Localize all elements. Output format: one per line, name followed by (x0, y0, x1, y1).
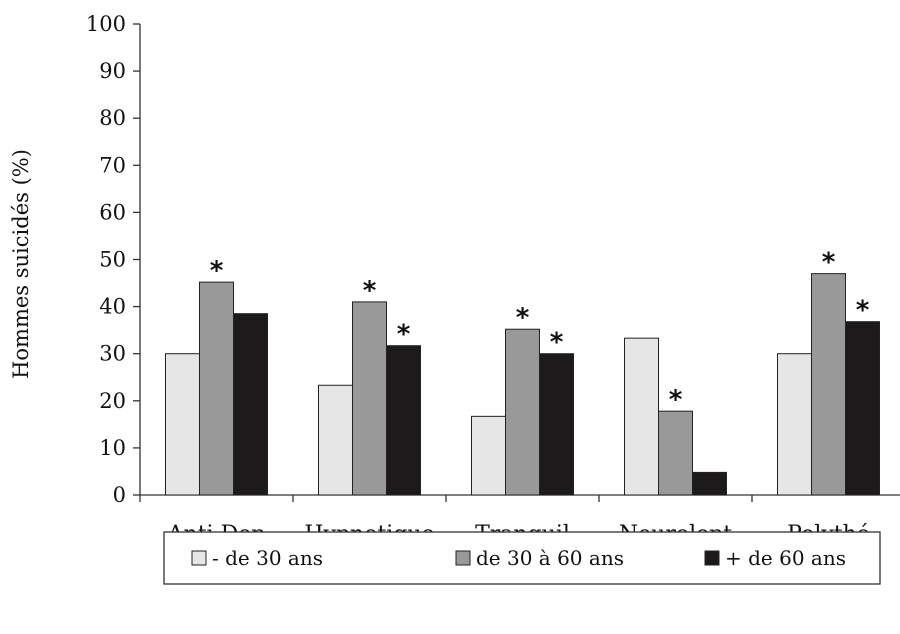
y-tick-label: 60 (99, 200, 126, 224)
significance-star: * (669, 385, 683, 415)
significance-star: * (822, 248, 836, 278)
bar (539, 353, 574, 496)
significance-star: * (856, 296, 870, 326)
significance-star: * (516, 303, 530, 333)
significance-star: * (397, 320, 411, 350)
legend-label: - de 30 ans (212, 546, 323, 570)
y-axis: 0 10 20 30 40 50 60 70 80 90 100 (86, 12, 141, 507)
bar (692, 471, 727, 496)
bars (165, 273, 880, 496)
legend-swatch (704, 550, 720, 566)
y-tick-label: 80 (99, 106, 126, 130)
y-tick-label: 90 (99, 59, 126, 83)
bar (845, 321, 880, 496)
x-axis (139, 494, 900, 502)
significance-star: * (550, 328, 564, 358)
y-axis-label: Hommes suicidés (%) (9, 149, 33, 379)
significance-star: * (210, 256, 224, 286)
legend-swatch (455, 550, 471, 566)
bar (199, 281, 234, 496)
bar (352, 301, 387, 496)
legend-swatch (191, 550, 207, 566)
bar (777, 353, 812, 496)
bar (471, 415, 506, 496)
bar (811, 273, 846, 496)
legend-label: + de 60 ans (725, 546, 846, 570)
bar (318, 384, 353, 496)
legend: - de 30 ans de 30 à 60 ans + de 60 ans (163, 531, 881, 585)
bar (386, 345, 421, 496)
significance-markers: * * * * * * * * (210, 248, 870, 416)
y-tick-label: 40 (99, 295, 126, 319)
bar (624, 337, 659, 496)
y-tick-label: 50 (99, 248, 126, 272)
bar (505, 328, 540, 496)
y-tick-label: 20 (99, 389, 126, 413)
y-tick-label: 100 (86, 12, 126, 36)
legend-label: de 30 à 60 ans (476, 546, 624, 570)
significance-star: * (363, 276, 377, 306)
bar (233, 313, 268, 496)
legend-box (163, 531, 881, 585)
y-tick-label: 30 (99, 342, 126, 366)
bar (658, 410, 693, 496)
bar (165, 353, 200, 496)
y-tick-label: 10 (99, 436, 126, 460)
y-tick-label: 70 (99, 153, 126, 177)
y-tick-label: 0 (113, 483, 126, 507)
